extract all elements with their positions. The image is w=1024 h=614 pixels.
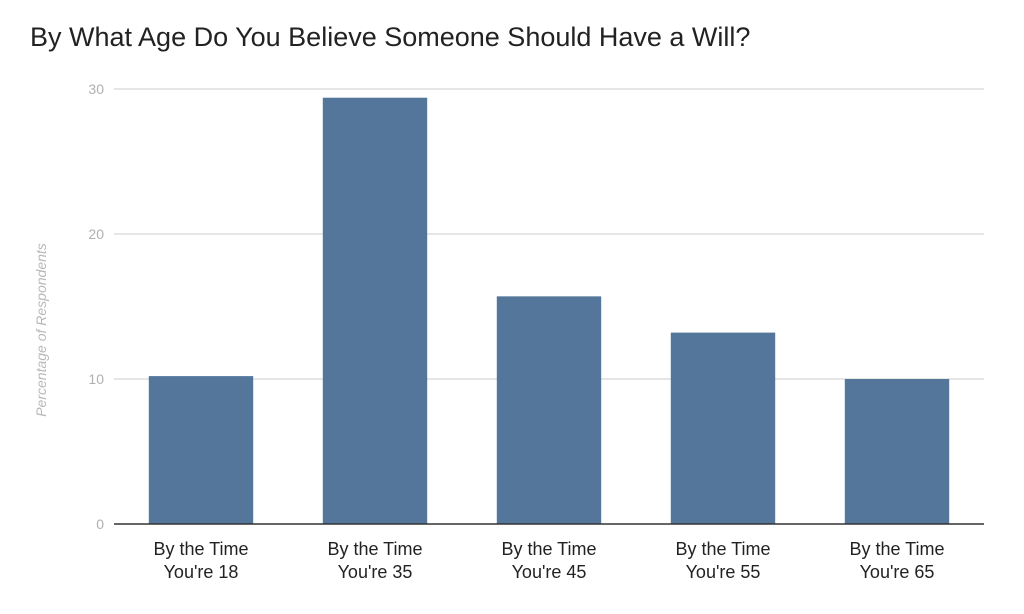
chart-title: By What Age Do You Believe Someone Shoul…	[30, 22, 751, 52]
y-tick-label: 0	[96, 516, 104, 532]
category-label: By the Time You're 18	[153, 539, 248, 582]
y-axis-title: Percentage of Respondents	[33, 243, 49, 417]
category-label: By the Time You're 65	[849, 539, 944, 582]
bar	[844, 379, 950, 524]
category-label: By the Time You're 45	[501, 539, 596, 582]
category-labels: By the Time You're 18 By the Time You're 35…	[153, 539, 944, 582]
bar	[322, 97, 428, 524]
category-label: By the Time You're 55	[675, 539, 770, 582]
y-tick-labels: 0 10 20 30	[88, 81, 104, 532]
category-label: By the Time You're 35	[327, 539, 422, 582]
bar	[496, 296, 602, 524]
bar	[148, 376, 254, 524]
bars	[148, 97, 950, 524]
y-tick-label: 20	[88, 226, 104, 242]
y-tick-label: 30	[88, 81, 104, 97]
bar	[670, 332, 776, 524]
y-tick-label: 10	[88, 371, 104, 387]
